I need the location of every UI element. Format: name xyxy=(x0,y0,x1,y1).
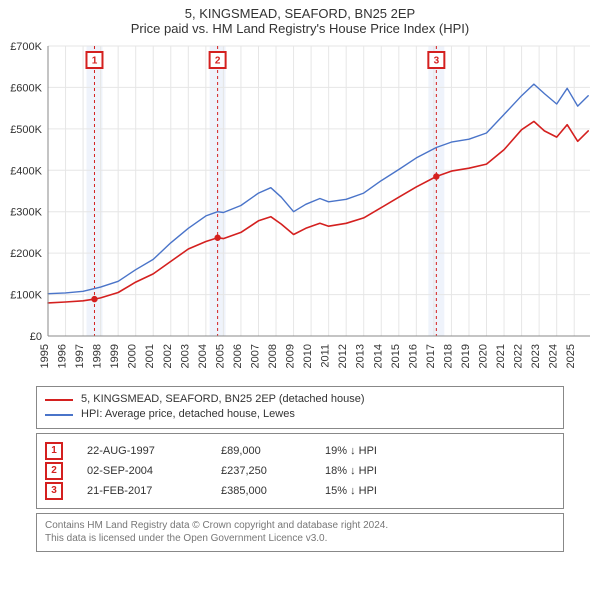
svg-text:2001: 2001 xyxy=(144,344,156,368)
svg-text:2003: 2003 xyxy=(179,344,191,368)
svg-text:2007: 2007 xyxy=(249,344,261,368)
marker-row: 3 21-FEB-2017 £385,000 15% ↓ HPI xyxy=(45,482,555,500)
svg-text:2002: 2002 xyxy=(162,344,174,368)
marker-price: £385,000 xyxy=(221,485,301,497)
svg-text:2006: 2006 xyxy=(232,344,244,368)
footer-line: This data is licensed under the Open Gov… xyxy=(45,532,555,546)
marker-diff: 19% ↓ HPI xyxy=(325,445,405,457)
svg-text:2016: 2016 xyxy=(407,344,419,368)
marker-date: 02-SEP-2004 xyxy=(87,465,197,477)
svg-text:1: 1 xyxy=(92,56,98,67)
svg-text:2018: 2018 xyxy=(442,344,454,368)
svg-text:2012: 2012 xyxy=(337,344,349,368)
svg-text:£700K: £700K xyxy=(10,41,42,53)
svg-text:2005: 2005 xyxy=(214,344,226,368)
svg-text:£100K: £100K xyxy=(10,290,42,302)
footer-attribution: Contains HM Land Registry data © Crown c… xyxy=(36,513,564,552)
svg-text:2004: 2004 xyxy=(197,344,209,368)
legend: 5, KINGSMEAD, SEAFORD, BN25 2EP (detache… xyxy=(36,386,564,429)
svg-text:2025: 2025 xyxy=(565,344,577,368)
svg-text:2017: 2017 xyxy=(425,344,437,368)
svg-text:2008: 2008 xyxy=(267,344,279,368)
svg-text:£200K: £200K xyxy=(10,248,42,260)
marker-diff: 15% ↓ HPI xyxy=(325,485,405,497)
svg-text:2000: 2000 xyxy=(127,344,139,368)
marker-price: £237,250 xyxy=(221,465,301,477)
svg-text:2022: 2022 xyxy=(513,344,525,368)
footer-line: Contains HM Land Registry data © Crown c… xyxy=(45,519,555,533)
svg-text:2015: 2015 xyxy=(390,344,402,368)
svg-text:2014: 2014 xyxy=(372,344,384,368)
legend-label: HPI: Average price, detached house, Lewe… xyxy=(81,407,295,422)
svg-text:2: 2 xyxy=(215,56,221,67)
svg-text:£0: £0 xyxy=(30,331,42,343)
svg-text:1997: 1997 xyxy=(74,344,86,368)
legend-item: HPI: Average price, detached house, Lewe… xyxy=(45,407,555,422)
svg-text:2013: 2013 xyxy=(355,344,367,368)
svg-text:2019: 2019 xyxy=(460,344,472,368)
page-title: 5, KINGSMEAD, SEAFORD, BN25 2EP xyxy=(0,0,600,21)
chart-area: £0 £100K £200K £300K £400K £500K £600K £700K 199… xyxy=(0,40,600,380)
svg-text:1998: 1998 xyxy=(92,344,104,368)
svg-text:2009: 2009 xyxy=(285,344,297,368)
svg-text:£400K: £400K xyxy=(10,165,42,177)
marker-price: £89,000 xyxy=(221,445,301,457)
svg-text:£600K: £600K xyxy=(10,82,42,94)
marker-number-box: 3 xyxy=(45,482,63,500)
marker-date: 21-FEB-2017 xyxy=(87,485,197,497)
marker-row: 1 22-AUG-1997 £89,000 19% ↓ HPI xyxy=(45,442,555,460)
legend-label: 5, KINGSMEAD, SEAFORD, BN25 2EP (detache… xyxy=(81,392,364,407)
legend-swatch xyxy=(45,399,73,401)
legend-swatch xyxy=(45,414,73,416)
svg-text:£500K: £500K xyxy=(10,124,42,136)
marker-diff: 18% ↓ HPI xyxy=(325,465,405,477)
svg-text:1996: 1996 xyxy=(57,344,69,368)
page-subtitle: Price paid vs. HM Land Registry's House … xyxy=(0,21,600,40)
svg-text:1995: 1995 xyxy=(39,344,51,368)
line-chart: £0 £100K £200K £300K £400K £500K £600K £700K 199… xyxy=(0,40,600,380)
svg-text:2020: 2020 xyxy=(478,344,490,368)
marker-table: 1 22-AUG-1997 £89,000 19% ↓ HPI 2 02-SEP-2004… xyxy=(36,433,564,509)
svg-text:£300K: £300K xyxy=(10,207,42,219)
svg-text:2011: 2011 xyxy=(320,344,332,368)
svg-text:2024: 2024 xyxy=(548,344,560,368)
svg-text:1999: 1999 xyxy=(109,344,121,368)
svg-text:3: 3 xyxy=(434,56,440,67)
legend-item: 5, KINGSMEAD, SEAFORD, BN25 2EP (detache… xyxy=(45,392,555,407)
marker-number-box: 1 xyxy=(45,442,63,460)
marker-row: 2 02-SEP-2004 £237,250 18% ↓ HPI xyxy=(45,462,555,480)
marker-number-box: 2 xyxy=(45,462,63,480)
svg-text:2023: 2023 xyxy=(530,344,542,368)
svg-text:2010: 2010 xyxy=(302,344,314,368)
marker-date: 22-AUG-1997 xyxy=(87,445,197,457)
svg-text:2021: 2021 xyxy=(495,344,507,368)
